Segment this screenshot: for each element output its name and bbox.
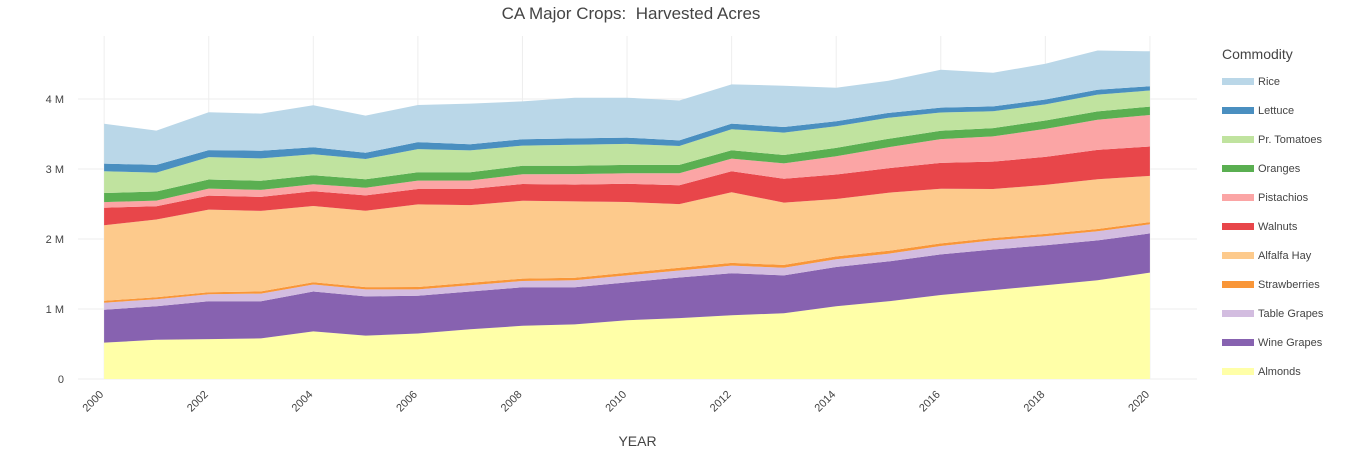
legend-label: Wine Grapes xyxy=(1258,336,1323,349)
legend-swatch xyxy=(1222,194,1254,201)
legend-label: Pistachios xyxy=(1258,191,1309,204)
legend-label: Lettuce xyxy=(1258,104,1295,117)
legend-label: Alfalfa Hay xyxy=(1258,249,1312,262)
area-rice xyxy=(104,50,1150,165)
x-tick-label: 2014 xyxy=(813,389,839,415)
legend-item-wine-grapes[interactable]: Wine Grapes xyxy=(1222,328,1347,357)
legend-item-rice[interactable]: Rice xyxy=(1222,67,1347,96)
legend-item-strawberries[interactable]: Strawberries xyxy=(1222,270,1347,299)
area-table-grapes xyxy=(104,224,1150,310)
area-walnuts xyxy=(104,146,1150,226)
legend-swatch xyxy=(1222,107,1254,114)
x-tick-label: 2002 xyxy=(185,389,211,415)
legend-label: Pr. Tomatoes xyxy=(1258,133,1322,146)
x-tick-label: 2006 xyxy=(394,389,420,415)
x-tick-label: 2008 xyxy=(499,389,525,415)
legend-item-pr-tomatoes[interactable]: Pr. Tomatoes xyxy=(1222,125,1347,154)
legend-item-pistachios[interactable]: Pistachios xyxy=(1222,183,1347,212)
x-tick-label: 2018 xyxy=(1022,389,1048,415)
legend-swatch xyxy=(1222,78,1254,85)
legend-swatch xyxy=(1222,136,1254,143)
x-tick-label: 2012 xyxy=(708,389,734,415)
legend-swatch xyxy=(1222,252,1254,259)
x-tick-label: 2010 xyxy=(603,389,629,415)
x-tick-label: 2020 xyxy=(1126,389,1152,415)
y-tick-label: 0 xyxy=(58,374,64,386)
area-pistachios xyxy=(104,115,1150,208)
y-tick-label: 3 M xyxy=(46,164,64,176)
stacked-area-chart: 2000 2002 2004 2006 2008 2010 2012 2014 2016 2018… xyxy=(46,36,1197,449)
legend-swatch xyxy=(1222,339,1254,346)
legend-swatch xyxy=(1222,368,1254,375)
legend-swatch xyxy=(1222,165,1254,172)
y-tick-label: 1 M xyxy=(46,304,64,316)
area-layer xyxy=(104,50,1150,379)
legend-swatch xyxy=(1222,310,1254,317)
legend: Commodity Rice Lettuce Pr. Tomatoes Oranges… xyxy=(1222,46,1347,386)
legend-item-lettuce[interactable]: Lettuce xyxy=(1222,96,1347,125)
y-tick-labels: 0 1 M 2 M 3 M 4 M xyxy=(46,94,64,386)
legend-label: Almonds xyxy=(1258,365,1301,378)
x-tick-label: 2004 xyxy=(290,389,316,415)
legend-item-table-grapes[interactable]: Table Grapes xyxy=(1222,299,1347,328)
y-tick-label: 4 M xyxy=(46,94,64,106)
legend-item-walnuts[interactable]: Walnuts xyxy=(1222,212,1347,241)
legend-label: Rice xyxy=(1258,75,1281,88)
area-wine-grapes xyxy=(104,233,1150,343)
x-tick-labels: 2000 2002 2004 2006 2008 2010 2012 2014 2016 2018… xyxy=(80,389,1152,415)
legend-label: Oranges xyxy=(1258,162,1301,175)
x-tick-label: 2016 xyxy=(917,389,943,415)
x-tick-label: 2000 xyxy=(80,389,106,415)
area-pr-tomatoes xyxy=(104,90,1150,193)
legend-label: Walnuts xyxy=(1258,220,1298,233)
legend-label: Table Grapes xyxy=(1258,307,1324,320)
legend-item-almonds[interactable]: Almonds xyxy=(1222,357,1347,386)
area-almonds xyxy=(104,272,1150,379)
area-alfalfa-hay xyxy=(104,175,1150,301)
legend-label: Strawberries xyxy=(1258,278,1320,291)
legend-item-alfalfa-hay[interactable]: Alfalfa Hay xyxy=(1222,241,1347,270)
legend-swatch xyxy=(1222,223,1254,230)
x-axis-title: YEAR xyxy=(618,433,656,449)
legend-item-oranges[interactable]: Oranges xyxy=(1222,154,1347,183)
legend-items: Rice Lettuce Pr. Tomatoes Oranges Pistachios… xyxy=(1222,67,1347,386)
y-tick-label: 2 M xyxy=(46,234,64,246)
legend-title: Commodity xyxy=(1222,46,1293,62)
legend-swatch xyxy=(1222,281,1254,288)
chart-title: CA Major Crops: Harvested Acres xyxy=(501,4,761,23)
